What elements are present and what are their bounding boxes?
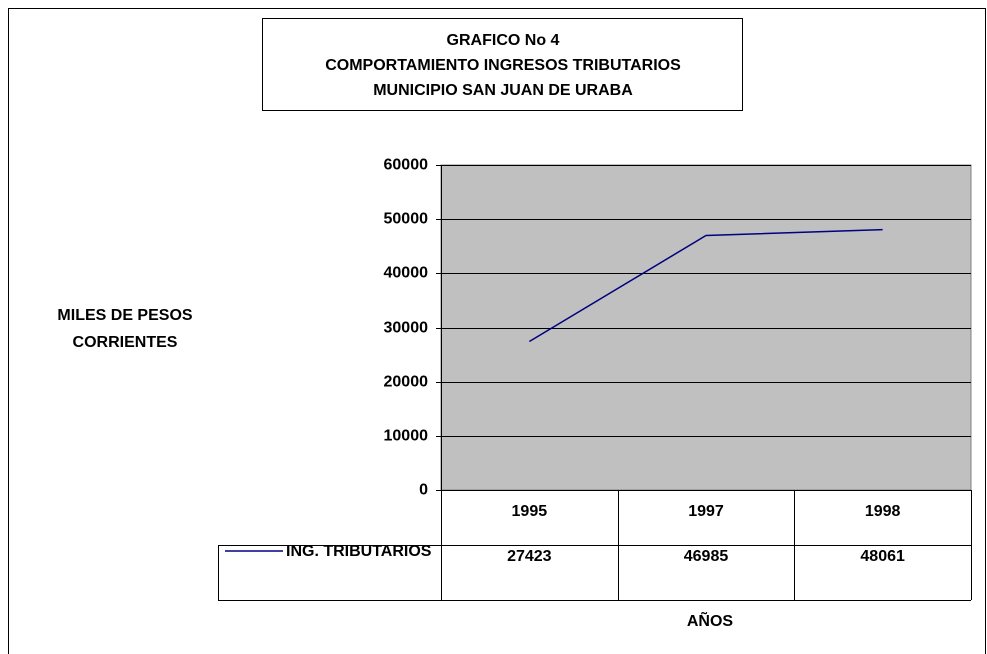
y-tick-label: 50000 (384, 211, 429, 228)
plot-area (440, 164, 972, 491)
legend-label: ING. TRIBUTARIOS (286, 543, 432, 560)
chart-title: COMPORTAMIENTO INGRESOS TRIBUTARIOS (325, 57, 681, 74)
y-tick-label: 0 (419, 482, 428, 499)
x-axis-label: AÑOS (687, 610, 734, 630)
y-tick-label: 10000 (384, 428, 429, 445)
chart-title: GRAFICO No 4 (447, 32, 560, 49)
y-tick-label: 20000 (384, 374, 429, 391)
y-tick-label: 60000 (384, 157, 429, 174)
x-tick-label: 1998 (865, 503, 901, 520)
series-line (528, 228, 883, 343)
y-tick-label: 30000 (384, 320, 429, 337)
chart-border (8, 8, 986, 654)
table-value: 46985 (684, 548, 729, 565)
table-value: 48061 (860, 548, 905, 565)
y-axis-label: MILES DE PESOS CORRIENTES (57, 307, 193, 351)
x-tick-label: 1995 (512, 503, 548, 520)
chart-title: MUNICIPIO SAN JUAN DE URABA (373, 82, 633, 99)
x-tick-label: 1997 (688, 503, 724, 520)
y-tick-label: 40000 (384, 265, 429, 282)
title-box (262, 18, 743, 111)
table-value: 27423 (507, 548, 552, 565)
